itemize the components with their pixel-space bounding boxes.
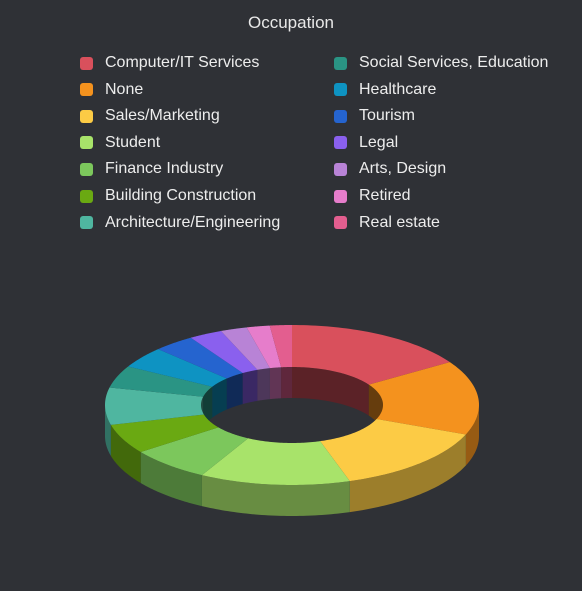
slice-sales-marketing[interactable] — [320, 418, 466, 482]
inner-wall-tourism — [226, 373, 243, 410]
legend-item-social-services-education[interactable]: Social Services, Education — [334, 52, 548, 74]
legend-label: Building Construction — [105, 187, 257, 204]
slice-retired[interactable] — [246, 325, 282, 369]
legend-swatch — [80, 83, 93, 97]
legend-label: Arts, Design — [359, 160, 447, 178]
legend-label: None — [105, 80, 144, 98]
slice-arts-design[interactable] — [220, 327, 270, 370]
slice-tourism[interactable] — [158, 337, 243, 379]
legend: Computer/IT Services None Sales/Marketing S… — [80, 52, 560, 242]
legend-label: Sales/Marketing — [105, 107, 220, 125]
slice-finance-industry[interactable] — [140, 427, 249, 476]
legend-swatch — [80, 109, 93, 123]
slice-legal[interactable] — [190, 330, 258, 374]
legend-label: Real estate — [359, 213, 440, 231]
outer-wall-student — [201, 475, 350, 516]
slice-healthcare[interactable] — [128, 349, 227, 387]
legend-item-tourism[interactable]: Tourism — [334, 105, 415, 127]
inner-wall-real-estate — [281, 367, 292, 399]
legend-label: Healthcare — [359, 80, 437, 98]
slice-building-construction[interactable] — [110, 414, 219, 453]
legend-label: Legal — [359, 133, 399, 151]
legend-label: Tourism — [359, 107, 416, 125]
legend-item-building-construction[interactable]: Building Construction — [80, 185, 256, 207]
legend-label: Retired — [359, 187, 411, 204]
legend-item-retired[interactable]: Retired — [334, 185, 411, 207]
legend-item-computer-it-services[interactable]: Computer/IT Services — [80, 52, 259, 74]
legend-label: Finance Industry — [105, 160, 224, 178]
outer-wall-finance-industry — [140, 452, 202, 507]
legend-label: Social Services, Education — [359, 54, 549, 71]
inner-wall-healthcare — [212, 378, 227, 418]
inner-wall-arts-design — [257, 368, 270, 401]
legend-swatch — [80, 189, 93, 203]
legend-label: Computer/IT Services — [105, 54, 260, 71]
legend-item-none[interactable]: None — [80, 79, 143, 101]
legend-item-architecture-engineering[interactable]: Architecture/Engineering — [80, 212, 280, 234]
inner-wall-legal — [242, 369, 258, 405]
legend-swatch — [80, 216, 93, 230]
legend-item-sales-marketing[interactable]: Sales/Marketing — [80, 105, 220, 127]
slice-computer-it-services[interactable] — [292, 325, 450, 385]
legend-swatch — [334, 56, 347, 70]
slice-student[interactable] — [201, 438, 350, 485]
slice-real-estate[interactable] — [269, 325, 292, 368]
inner-wall-computer-it-services — [292, 367, 369, 416]
legend-swatch — [334, 189, 347, 203]
slice-social-services-education[interactable] — [109, 366, 213, 397]
outer-wall-building-construction — [110, 424, 141, 484]
legend-label: Student — [105, 133, 161, 151]
outer-wall-none — [465, 405, 479, 466]
legend-item-finance-industry[interactable]: Finance Industry — [80, 158, 223, 180]
legend-swatch — [80, 56, 93, 70]
legend-swatch — [334, 109, 347, 123]
slice-none[interactable] — [368, 362, 479, 435]
inner-wall-retired — [269, 367, 282, 400]
legend-label: Architecture/Engineering — [105, 213, 281, 231]
legend-item-real-estate[interactable]: Real estate — [334, 212, 440, 234]
outer-wall-sales-marketing — [349, 434, 466, 513]
legend-swatch — [80, 162, 93, 176]
legend-swatch — [80, 136, 93, 150]
legend-swatch — [334, 136, 347, 150]
slice-architecture-engineering[interactable] — [105, 387, 204, 425]
legend-item-healthcare[interactable]: Healthcare — [334, 79, 436, 101]
chart-title: Occupation — [248, 13, 334, 32]
legend-item-arts-design[interactable]: Arts, Design — [334, 158, 446, 180]
legend-swatch — [334, 216, 347, 230]
legend-item-student[interactable]: Student — [80, 132, 160, 154]
legend-swatch — [334, 162, 347, 176]
legend-swatch — [334, 83, 347, 97]
legend-item-legal[interactable]: Legal — [334, 132, 398, 154]
outer-wall-architecture-engineering — [105, 405, 111, 456]
